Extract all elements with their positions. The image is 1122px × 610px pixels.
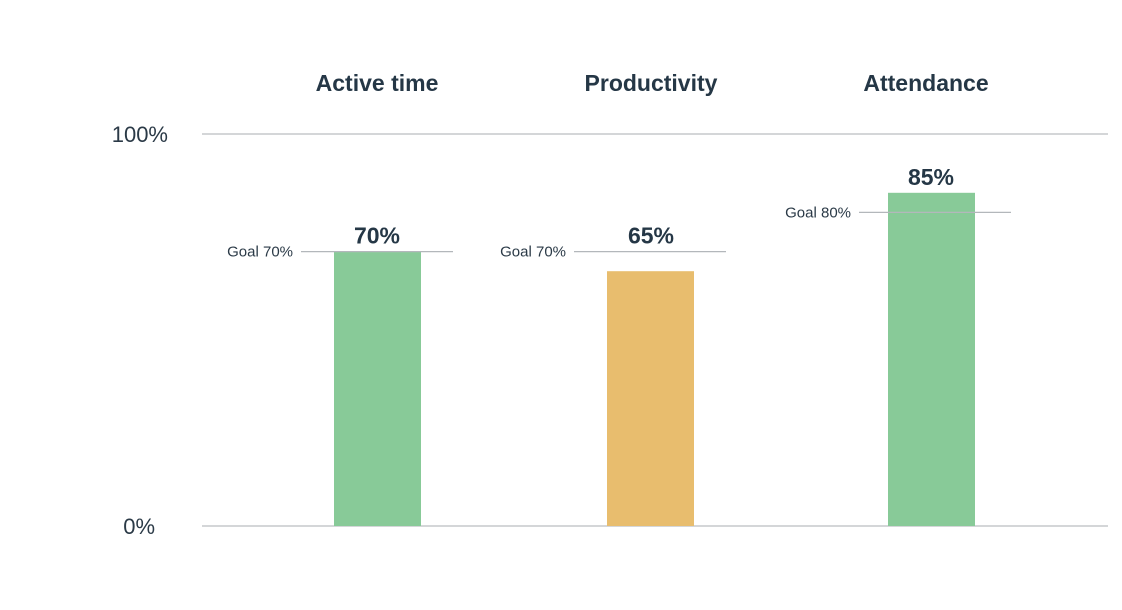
bar-attendance [888,192,975,527]
bar-productivity [607,271,694,526]
category-title-active-time: Active time [316,70,439,96]
category-group-productivity: Productivity Goal 70% 65% [500,70,726,526]
category-group-attendance: Attendance Goal 80% 85% [785,70,1011,527]
goal-label-active-time: Goal 70% [227,244,293,261]
goal-label-productivity: Goal 70% [500,244,566,261]
y-tick-label-100: 100% [112,122,168,147]
y-tick-label-0: 0% [123,514,155,539]
value-label-productivity: 65% [628,223,674,249]
value-label-active-time: 70% [354,223,400,249]
value-label-attendance: 85% [908,164,954,190]
goal-label-attendance: Goal 80% [785,204,851,221]
bar-active-time [334,251,421,526]
category-title-productivity: Productivity [585,70,718,96]
category-title-attendance: Attendance [863,70,988,96]
category-group-active-time: Active time Goal 70% 70% [227,70,453,526]
